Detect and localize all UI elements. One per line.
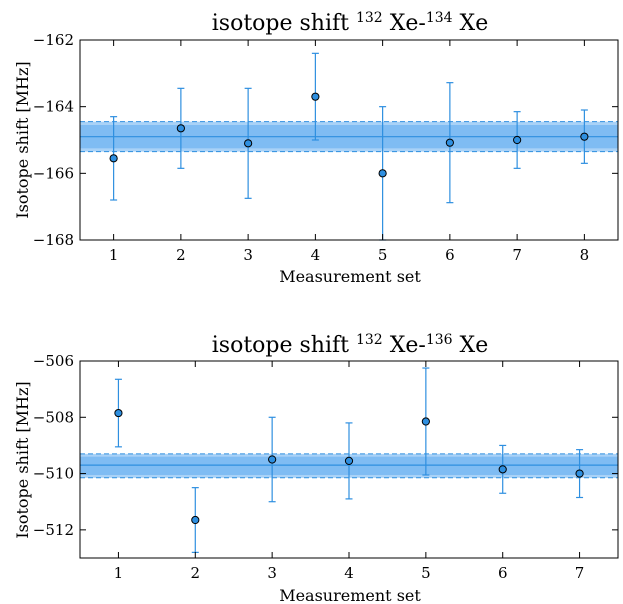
chart-panel-1: isotope shift 132 Xe-134 Xe Measurement …	[13, 10, 619, 286]
x-tick-label: 6	[445, 246, 455, 264]
data-point	[191, 515, 200, 525]
y-tick-label: −510	[33, 465, 74, 483]
x-axis-label-1: Measurement set	[279, 267, 421, 286]
chart-title-1: isotope shift 132 Xe-134 Xe	[212, 10, 489, 36]
y-ticks-1: −168 −166 −164 −162	[33, 31, 618, 249]
x-tick-label: 6	[498, 564, 508, 582]
y-tick-label: −506	[33, 352, 74, 370]
data-point	[109, 154, 118, 163]
x-ticks-2: 1 2 3 4 5 6 7	[114, 361, 585, 582]
data-series-2	[114, 367, 584, 553]
x-tick-label: 5	[421, 564, 431, 582]
data-point	[575, 469, 584, 478]
x-tick-label: 2	[191, 564, 201, 582]
x-ticks-1: 1 2 3 4 5 6 7 8	[109, 40, 589, 264]
y-tick-label: −168	[33, 231, 74, 249]
x-tick-label: 3	[267, 564, 277, 582]
y-axis-label-1: Isotope shift [MHz]	[13, 61, 32, 218]
y-axis-label-2: Isotope shift [MHz]	[13, 381, 32, 538]
data-point	[498, 465, 507, 474]
uncertainty-band-1	[80, 121, 618, 153]
y-tick-label: −166	[33, 164, 74, 182]
x-tick-label: 8	[580, 246, 590, 264]
y-tick-label: −164	[33, 98, 74, 116]
data-point	[378, 169, 387, 178]
data-point	[311, 92, 320, 101]
x-tick-label: 7	[512, 246, 522, 264]
x-tick-label: 5	[378, 246, 388, 264]
data-point	[344, 456, 354, 466]
data-point	[244, 139, 253, 148]
data-point	[268, 455, 277, 464]
data-point	[421, 417, 430, 426]
y-tick-label: −512	[33, 521, 74, 539]
x-tick-label: 4	[311, 246, 321, 264]
y-tick-label: −508	[33, 408, 74, 426]
x-tick-label: 2	[176, 246, 186, 264]
x-tick-label: 7	[575, 564, 585, 582]
data-point	[445, 138, 454, 147]
y-ticks-2: −512 −510 −508 −506	[33, 352, 618, 539]
x-tick-label: 3	[243, 246, 253, 264]
chart-panel-2: isotope shift 132 Xe-136 Xe Measurement …	[13, 332, 619, 604]
x-axis-label-2: Measurement set	[279, 586, 421, 604]
data-point	[580, 132, 589, 141]
x-tick-label: 4	[344, 564, 354, 582]
chart-title-2: isotope shift 132 Xe-136 Xe	[212, 332, 489, 358]
data-point	[176, 124, 185, 133]
x-tick-label: 1	[114, 564, 124, 582]
plot-frame-1	[79, 39, 619, 241]
data-series-1	[109, 52, 589, 241]
y-tick-label: −162	[33, 31, 74, 49]
data-point	[513, 135, 522, 145]
x-tick-label: 1	[109, 246, 119, 264]
data-point	[114, 408, 123, 418]
